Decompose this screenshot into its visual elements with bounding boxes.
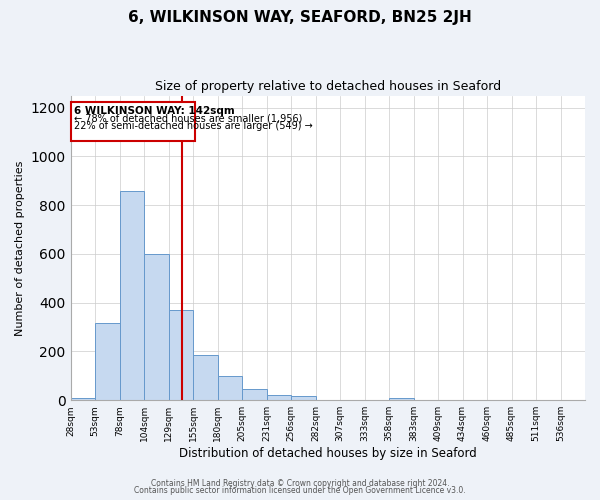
Bar: [169, 310, 193, 400]
Y-axis label: Number of detached properties: Number of detached properties: [15, 160, 25, 336]
Text: 6 WILKINSON WAY: 142sqm: 6 WILKINSON WAY: 142sqm: [74, 106, 235, 116]
Bar: [95, 324, 119, 400]
Text: Contains public sector information licensed under the Open Government Licence v3: Contains public sector information licen…: [134, 486, 466, 495]
Bar: [144, 254, 169, 400]
Text: Contains HM Land Registry data © Crown copyright and database right 2024.: Contains HM Land Registry data © Crown c…: [151, 478, 449, 488]
Text: ← 78% of detached houses are smaller (1,956): ← 78% of detached houses are smaller (1,…: [74, 114, 303, 124]
Bar: [266, 396, 291, 400]
Bar: [193, 355, 218, 400]
Text: 6, WILKINSON WAY, SEAFORD, BN25 2JH: 6, WILKINSON WAY, SEAFORD, BN25 2JH: [128, 10, 472, 25]
Bar: [71, 398, 95, 400]
Bar: [389, 398, 413, 400]
Bar: [242, 389, 266, 400]
X-axis label: Distribution of detached houses by size in Seaford: Distribution of detached houses by size …: [179, 447, 476, 460]
Text: 22% of semi-detached houses are larger (549) →: 22% of semi-detached houses are larger (…: [74, 121, 313, 131]
Bar: [218, 376, 242, 400]
Title: Size of property relative to detached houses in Seaford: Size of property relative to detached ho…: [155, 80, 501, 93]
Bar: [119, 190, 144, 400]
Bar: [291, 396, 316, 400]
FancyBboxPatch shape: [71, 102, 195, 140]
